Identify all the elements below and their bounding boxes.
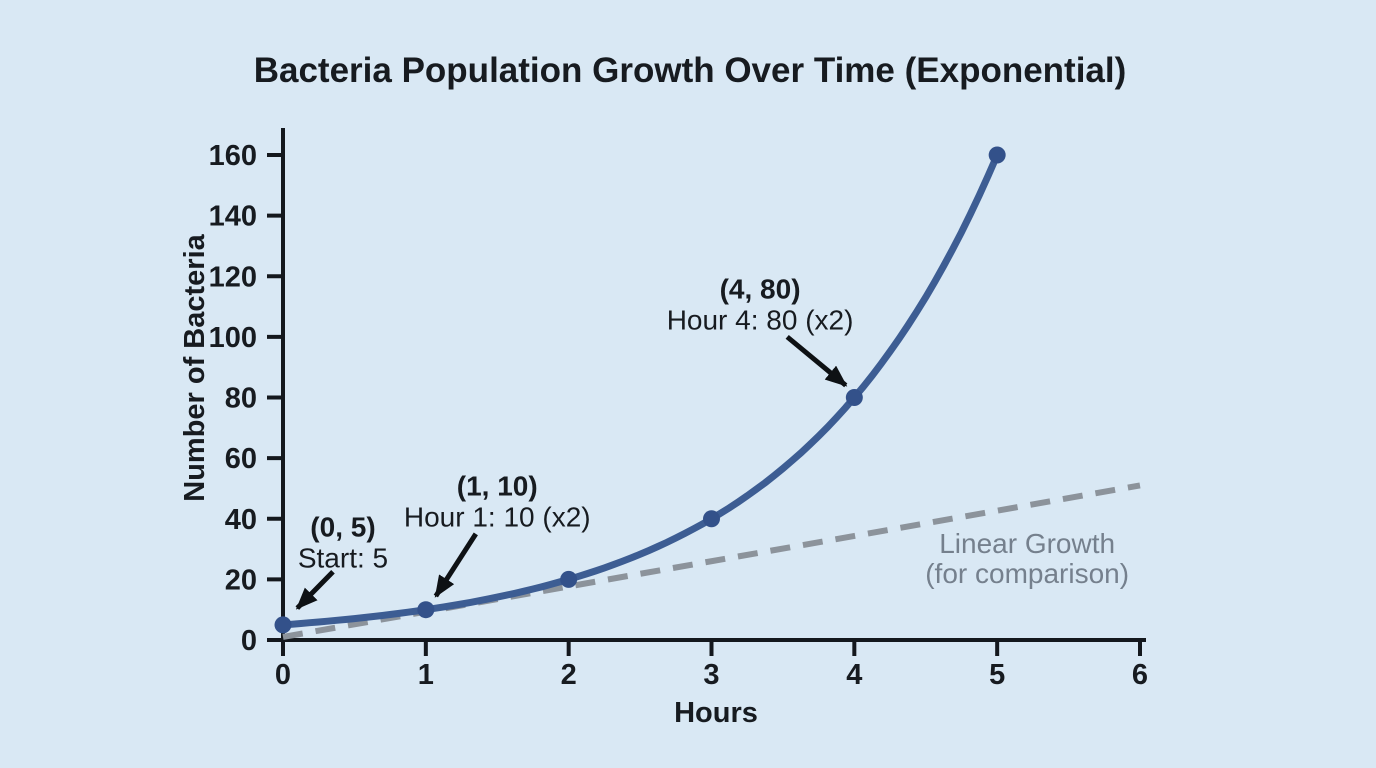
y-tick-label: 100	[209, 322, 257, 354]
x-tick-label: 0	[275, 659, 291, 691]
x-tick-label: 2	[561, 659, 577, 691]
annotation-point-label: (4, 80)	[720, 273, 801, 304]
y-tick-label: 60	[225, 443, 257, 475]
annotation-arrow	[433, 532, 478, 598]
data-point	[417, 601, 435, 619]
y-tick-label: 20	[225, 564, 257, 596]
y-tick-label: 160	[209, 140, 257, 172]
x-tick-label: 5	[989, 659, 1005, 691]
annotation-detail: Hour 1: 10 (x2)	[404, 501, 591, 532]
y-tick-label: 40	[225, 504, 257, 536]
annotation-point-label: (1, 10)	[457, 470, 538, 501]
y-axis-label: Number of Bacteria	[179, 233, 211, 501]
x-tick-label: 4	[846, 659, 862, 691]
annotation-detail: Start: 5	[298, 542, 388, 573]
data-point	[274, 616, 292, 634]
x-tick-label: 1	[418, 659, 434, 691]
data-point	[560, 570, 578, 588]
y-tick-label: 80	[225, 383, 257, 415]
data-point	[703, 510, 720, 528]
x-axis-label: Hours	[674, 697, 758, 729]
annotation-arrow	[295, 570, 335, 610]
y-tick-label: 120	[209, 261, 257, 293]
x-tick-label: 6	[1132, 659, 1148, 691]
x-tick-label: 3	[703, 659, 719, 691]
plot-area: 0 20 40 60 80 100 120 140 160 0 1 2 3 4 5 6 (0, 5)Start:…	[209, 128, 1148, 691]
chart-title: Bacteria Population Growth Over Time (Ex…	[254, 51, 1127, 90]
annotation-arrow	[785, 334, 848, 388]
exponential-curve	[279, 151, 1001, 629]
y-tick-label: 140	[209, 201, 257, 233]
annotation-detail: Hour 4: 80 (x2)	[667, 304, 854, 335]
annotation-point-label: (0, 5)	[310, 511, 375, 542]
linear-growth-label-line: Linear Growth	[939, 528, 1115, 559]
linear-growth-label-line: (for comparison)	[925, 558, 1129, 589]
y-tick-label: 0	[241, 625, 257, 657]
data-point	[845, 389, 863, 406]
data-point	[988, 146, 1006, 164]
